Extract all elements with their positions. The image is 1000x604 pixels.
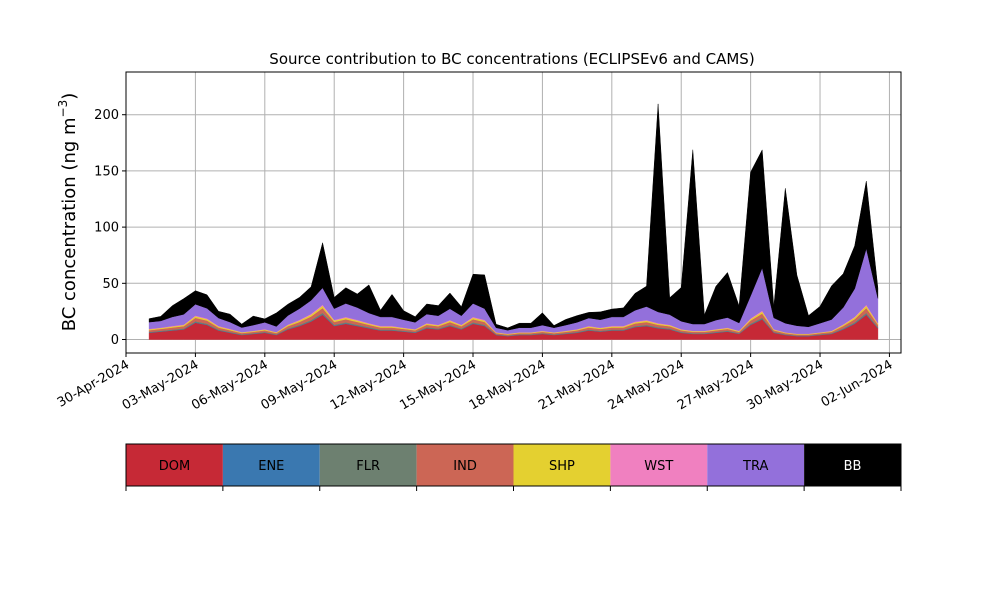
x-tick-label: 27-May-2024 (675, 357, 757, 413)
legend-swatch-shp (513, 444, 611, 486)
legend-label-bb: BB (844, 459, 862, 474)
x-tick-label: 30-May-2024 (744, 357, 826, 413)
y-axis-label-close: ) (59, 93, 80, 100)
legend-label-wst: WST (644, 459, 673, 474)
legend-label-dom: DOM (159, 459, 190, 474)
legend-swatch-ene (222, 444, 320, 486)
y-axis-label-main: BC concentration (ng m (59, 117, 80, 331)
legend-swatch-flr (319, 444, 417, 486)
y-axis-label: BC concentration (ng m−3) (56, 93, 80, 332)
y-tick-label: 200 (94, 108, 119, 123)
legend-label-flr: FLR (356, 459, 380, 474)
legend-swatch-ind (416, 444, 514, 486)
legend-swatch-dom (126, 444, 223, 486)
x-tick-label: 03-May-2024 (120, 357, 202, 413)
legend-swatch-wst (610, 444, 708, 486)
chart-title: Source contribution to BC concentrations… (269, 50, 754, 68)
legend-label-ene: ENE (258, 459, 284, 474)
x-tick-label: 24-May-2024 (606, 357, 688, 413)
y-tick-label: 150 (94, 164, 119, 179)
legend-label-ind: IND (453, 459, 477, 474)
x-tick-label: 02-Jun-2024 (819, 357, 896, 410)
legend: DOM ENE FLR IND SHP WST TRA BB (125, 443, 902, 491)
legend-swatch-tra (707, 444, 805, 486)
x-tick-label: 15-May-2024 (397, 357, 479, 413)
legend-swatch-bb (804, 444, 901, 486)
x-tick-label: 09-May-2024 (259, 357, 341, 413)
x-tick-label: 06-May-2024 (189, 357, 271, 413)
x-axis: 30-Apr-202403-May-202406-May-202409-May-… (55, 353, 896, 413)
x-tick-label: 18-May-2024 (467, 357, 549, 413)
y-axis: 0 50 100 150 200 (94, 108, 126, 348)
y-tick-label: 100 (94, 221, 119, 236)
plot-frame (125, 71, 902, 354)
legend-label-tra: TRA (742, 459, 768, 474)
y-tick-label: 50 (102, 277, 119, 292)
area-layer (148, 103, 879, 340)
y-axis-label-superscript: −3 (56, 100, 70, 118)
x-tick-label: 21-May-2024 (536, 357, 618, 413)
x-tick-label: 12-May-2024 (328, 357, 410, 413)
legend-label-shp: SHP (549, 459, 575, 474)
y-tick-label: 0 (111, 333, 119, 348)
area-series-bb (148, 103, 879, 331)
